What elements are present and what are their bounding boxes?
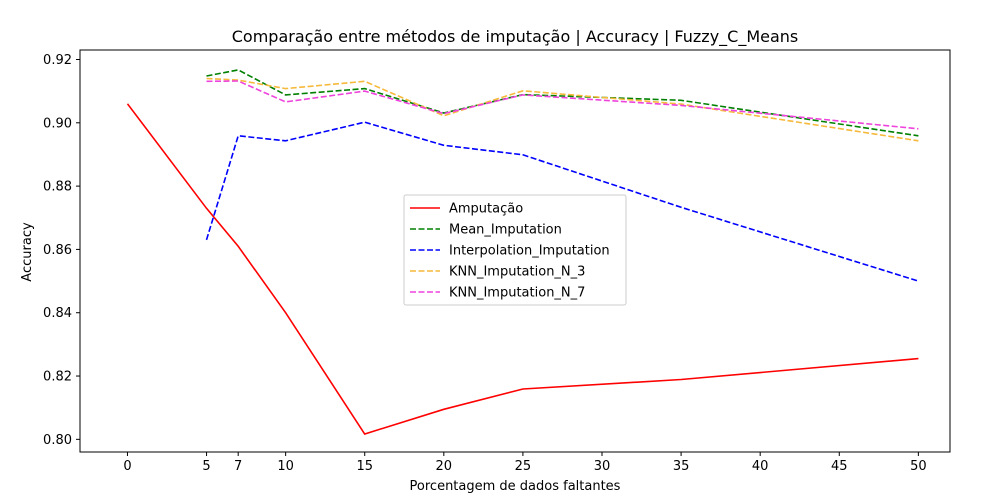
chart-title: Comparação entre métodos de imputação | … bbox=[232, 27, 799, 47]
legend-label: KNN_Imputation_N_3 bbox=[449, 265, 585, 280]
y-tick-label: 0.86 bbox=[43, 243, 72, 258]
legend-label: Mean_Imputation bbox=[449, 223, 562, 238]
series-line-5 bbox=[206, 80, 919, 130]
y-axis-label: Accuracy bbox=[20, 222, 35, 282]
y-tick-label: 0.84 bbox=[43, 306, 72, 321]
plot-frame bbox=[79, 49, 951, 453]
x-tick-label: 30 bbox=[594, 459, 611, 474]
x-tick-label: 5 bbox=[202, 459, 210, 474]
y-tick-label: 0.90 bbox=[43, 116, 72, 131]
plot-area: 0 5 7 10 15 20 25 30 35 40 45 50 0.80 0.82 0.84 0.86 0.8… bbox=[43, 49, 951, 474]
x-tick-label: 10 bbox=[277, 459, 294, 474]
legend-label: Amputação bbox=[449, 202, 523, 217]
x-tick-label: 40 bbox=[752, 459, 769, 474]
x-tick-label: 50 bbox=[910, 459, 927, 474]
x-tick-label: 0 bbox=[123, 459, 131, 474]
series-line-3 bbox=[205, 121, 919, 282]
x-tick-label: 25 bbox=[515, 459, 532, 474]
series-line-2 bbox=[206, 69, 919, 137]
series-line-1 bbox=[126, 103, 919, 435]
series-line-4 bbox=[206, 77, 919, 142]
x-tick-label: 7 bbox=[234, 459, 242, 474]
x-tick-label: 45 bbox=[831, 459, 848, 474]
y-tick-label: 0.80 bbox=[43, 433, 72, 448]
legend-box bbox=[403, 194, 627, 306]
y-tick-label: 0.92 bbox=[43, 53, 72, 68]
y-tick-label: 0.88 bbox=[43, 180, 72, 195]
x-tick-label: 15 bbox=[356, 459, 373, 474]
y-tick-label: 0.82 bbox=[43, 370, 72, 385]
x-tick-label: 35 bbox=[673, 459, 690, 474]
legend-label: Interpolation_Imputation bbox=[449, 244, 610, 259]
legend: Amputação Mean_Imputation Interpolation_Im… bbox=[403, 194, 627, 306]
legend-label: KNN_Imputation_N_7 bbox=[449, 286, 585, 301]
x-axis-label: Porcentagem de dados faltantes bbox=[410, 479, 621, 494]
x-tick-label: 20 bbox=[436, 459, 453, 474]
